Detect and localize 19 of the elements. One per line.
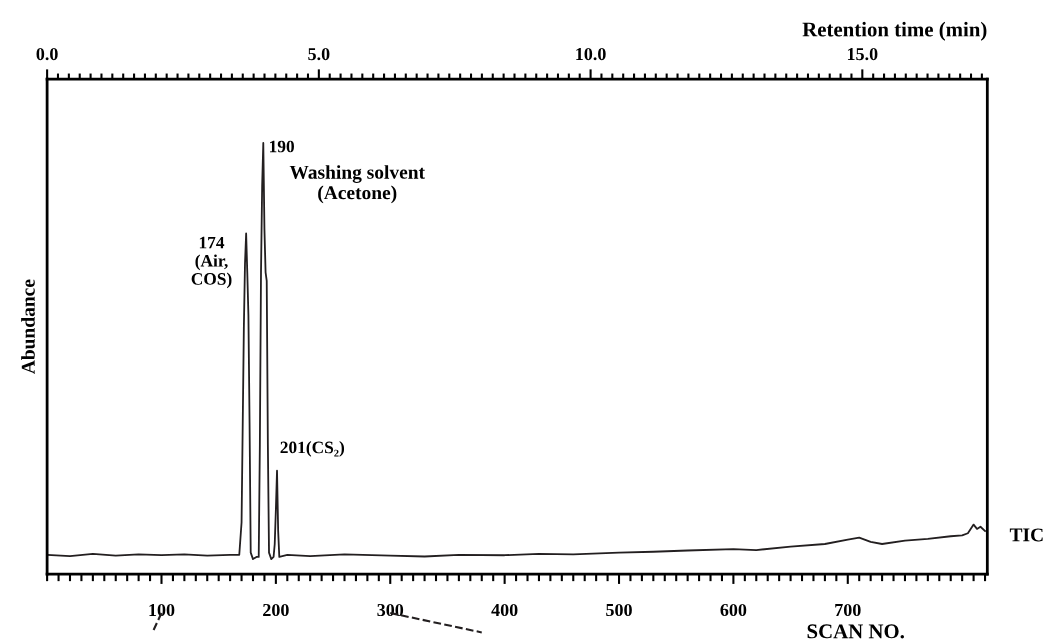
x2-axis-title: Retention time (min)	[802, 21, 987, 41]
x-tick-label: 200	[263, 603, 289, 617]
x-axis-title: SCAN NO.	[807, 624, 904, 639]
series-label: TIC	[1009, 528, 1043, 542]
annotation: 174 (Air, COS)	[191, 236, 232, 289]
x-tick-label: 500	[606, 603, 632, 617]
x-tick-label: 300	[377, 603, 404, 617]
x-tick-label: 100	[149, 603, 175, 617]
annotation: Washing solvent (Acetone)	[289, 165, 425, 204]
x-tick-label: 400	[491, 603, 518, 617]
annotation: 201(CS₂)	[280, 441, 345, 457]
x-tick-label: 600	[720, 603, 747, 617]
x-tick-label: 700	[835, 603, 861, 617]
x2-tick-label: 10.0	[576, 47, 606, 61]
annotation: 190	[270, 140, 294, 153]
x2-tick-label: 0.0	[36, 47, 58, 61]
x2-tick-label: 15.0	[847, 47, 878, 61]
y-axis-title: Abundance	[21, 279, 35, 374]
x2-tick-label: 5.0	[308, 47, 330, 61]
